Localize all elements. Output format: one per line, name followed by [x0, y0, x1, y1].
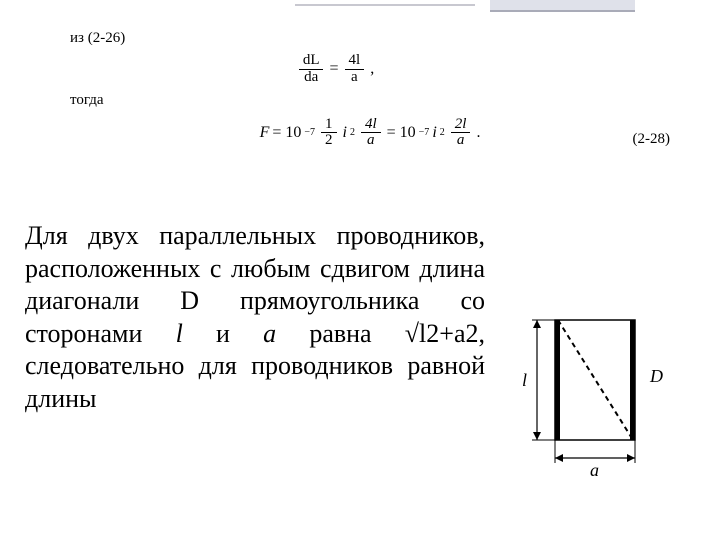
- dim-l-arrow-top: [533, 320, 541, 328]
- fraction-rhs: 4l a: [345, 53, 365, 86]
- rect-outline: [555, 320, 635, 440]
- label-a: a: [590, 460, 599, 480]
- fraction-4l-a: 4l a: [361, 117, 381, 150]
- dim-l-arrow-bottom: [533, 432, 541, 440]
- dim-a-arrow-left: [555, 454, 563, 462]
- fraction-lhs: dL da: [299, 53, 324, 86]
- equation-number: (2-28): [633, 131, 671, 148]
- text-then: тогда: [70, 92, 600, 109]
- header-decoration: [295, 0, 635, 12]
- deco-line: [295, 4, 475, 6]
- dim-a-arrow-right: [627, 454, 635, 462]
- deco-block: [490, 0, 635, 12]
- equation-dl-da: dL da = 4l a ,: [70, 51, 600, 86]
- label-l: l: [522, 370, 527, 390]
- body-paragraph: Для двух параллельных проводников, распо…: [25, 220, 485, 415]
- diagram-rectangle: D l a: [520, 310, 700, 490]
- fraction-half: 1 2: [321, 117, 337, 150]
- diagonal-line: [558, 320, 633, 440]
- fraction-2l-a: 2l a: [451, 117, 471, 150]
- conductor-left: [555, 320, 560, 440]
- equation-force: F = 10−7 1 2 i2 4l a = 10−7 i2 2l a .: [70, 117, 670, 150]
- diagram-svg: D l a: [520, 310, 700, 490]
- derivation-block: из (2-26) dL da = 4l a , тогда F = 10−7 …: [70, 30, 600, 155]
- conductor-right: [630, 320, 635, 440]
- text-from-ref: из (2-26): [70, 30, 600, 47]
- label-d: D: [649, 366, 663, 386]
